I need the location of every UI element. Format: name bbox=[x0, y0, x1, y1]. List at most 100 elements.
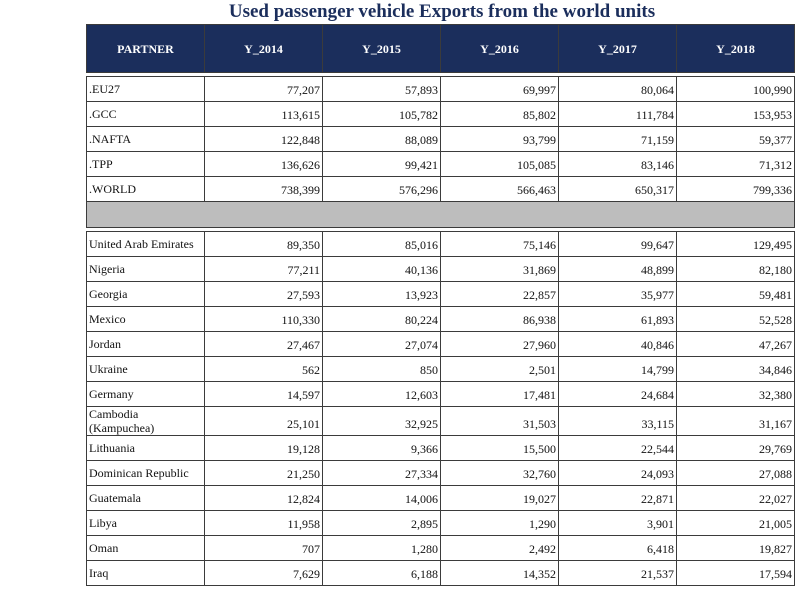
value-cell: 27,088 bbox=[676, 460, 795, 486]
value-cell: 111,784 bbox=[558, 101, 677, 127]
table-row: Oman 707 1,280 2,492 6,418 19,827 bbox=[86, 535, 795, 561]
value-cell: 14,799 bbox=[558, 356, 677, 382]
value-cell: 2,895 bbox=[322, 510, 441, 536]
value-cell: 99,421 bbox=[322, 151, 441, 177]
value-cell: 22,027 bbox=[676, 485, 795, 511]
value-cell: 14,352 bbox=[440, 560, 559, 586]
table-row: Dominican Republic 21,250 27,334 32,760 24,0… bbox=[86, 460, 795, 486]
value-cell: 24,684 bbox=[558, 381, 677, 407]
column-header-y2015: Y_2015 bbox=[322, 24, 441, 73]
value-cell: 32,760 bbox=[440, 460, 559, 486]
value-cell: 105,782 bbox=[322, 101, 441, 127]
partner-cell: Ukraine bbox=[86, 356, 205, 382]
separator-cell bbox=[86, 201, 795, 228]
partner-cell: United Arab Emirates bbox=[86, 231, 205, 257]
value-cell: 93,799 bbox=[440, 126, 559, 152]
value-cell: 27,960 bbox=[440, 331, 559, 357]
partner-cell: Georgia bbox=[86, 281, 205, 307]
value-cell: 33,115 bbox=[558, 406, 677, 436]
value-cell: 129,495 bbox=[676, 231, 795, 257]
value-cell: 1,280 bbox=[322, 535, 441, 561]
value-cell: 31,503 bbox=[440, 406, 559, 436]
value-cell: 31,869 bbox=[440, 256, 559, 282]
value-cell: 32,925 bbox=[322, 406, 441, 436]
value-cell: 2,492 bbox=[440, 535, 559, 561]
value-cell: 82,180 bbox=[676, 256, 795, 282]
value-cell: 71,312 bbox=[676, 151, 795, 177]
table-row: .EU27 77,207 57,893 69,997 80,064 100,990 bbox=[86, 76, 795, 102]
value-cell: 40,846 bbox=[558, 331, 677, 357]
value-cell: 77,211 bbox=[204, 256, 323, 282]
separator-row bbox=[86, 201, 795, 228]
value-cell: 27,467 bbox=[204, 331, 323, 357]
partner-cell: .WORLD bbox=[86, 176, 205, 202]
value-cell: 105,085 bbox=[440, 151, 559, 177]
value-cell: 34,846 bbox=[676, 356, 795, 382]
value-cell: 122,848 bbox=[204, 126, 323, 152]
table-row: .WORLD 738,399 576,296 566,463 650,317 799,33… bbox=[86, 176, 795, 202]
partner-cell: Germany bbox=[86, 381, 205, 407]
value-cell: 576,296 bbox=[322, 176, 441, 202]
table-row: Nigeria 77,211 40,136 31,869 48,899 82,180 bbox=[86, 256, 795, 282]
partner-cell: Oman bbox=[86, 535, 205, 561]
value-cell: 21,250 bbox=[204, 460, 323, 486]
value-cell: 136,626 bbox=[204, 151, 323, 177]
value-cell: 6,418 bbox=[558, 535, 677, 561]
value-cell: 59,377 bbox=[676, 126, 795, 152]
value-cell: 83,146 bbox=[558, 151, 677, 177]
value-cell: 1,290 bbox=[440, 510, 559, 536]
value-cell: 80,224 bbox=[322, 306, 441, 332]
value-cell: 19,128 bbox=[204, 435, 323, 461]
value-cell: 40,136 bbox=[322, 256, 441, 282]
column-header-y2017: Y_2017 bbox=[558, 24, 677, 73]
value-cell: 738,399 bbox=[204, 176, 323, 202]
value-cell: 799,336 bbox=[676, 176, 795, 202]
value-cell: 17,481 bbox=[440, 381, 559, 407]
table-row: Germany 14,597 12,603 17,481 24,684 32,380 bbox=[86, 381, 795, 407]
table-row: Cambodia (Kampuchea) 25,101 32,925 31,503 33… bbox=[86, 406, 795, 436]
table-row: Libya 11,958 2,895 1,290 3,901 21,005 bbox=[86, 510, 795, 536]
value-cell: 27,334 bbox=[322, 460, 441, 486]
value-cell: 71,159 bbox=[558, 126, 677, 152]
exports-table: PARTNER Y_2014 Y_2015 Y_2016 Y_2017 Y_20… bbox=[86, 24, 795, 586]
table-row: .GCC 113,615 105,782 85,802 111,784 153,953 bbox=[86, 101, 795, 127]
table-row: Guatemala 12,824 14,006 19,027 22,871 22,027 bbox=[86, 485, 795, 511]
value-cell: 25,101 bbox=[204, 406, 323, 436]
value-cell: 562 bbox=[204, 356, 323, 382]
value-cell: 15,500 bbox=[440, 435, 559, 461]
value-cell: 69,997 bbox=[440, 76, 559, 102]
table-header: PARTNER Y_2014 Y_2015 Y_2016 Y_2017 Y_20… bbox=[86, 24, 795, 73]
value-cell: 100,990 bbox=[676, 76, 795, 102]
value-cell: 89,350 bbox=[204, 231, 323, 257]
value-cell: 22,544 bbox=[558, 435, 677, 461]
value-cell: 57,893 bbox=[322, 76, 441, 102]
table-row: Lithuania 19,128 9,366 15,500 22,544 29,769 bbox=[86, 435, 795, 461]
table-row: Georgia 27,593 13,923 22,857 35,977 59,481 bbox=[86, 281, 795, 307]
partner-cell: Jordan bbox=[86, 331, 205, 357]
partner-cell: Iraq bbox=[86, 560, 205, 586]
value-cell: 85,802 bbox=[440, 101, 559, 127]
value-cell: 19,027 bbox=[440, 485, 559, 511]
partner-cell: Mexico bbox=[86, 306, 205, 332]
table-row: United Arab Emirates 89,350 85,016 75,146 99… bbox=[86, 231, 795, 257]
table-row: Iraq 7,629 6,188 14,352 21,537 17,594 bbox=[86, 560, 795, 586]
value-cell: 9,366 bbox=[322, 435, 441, 461]
value-cell: 3,901 bbox=[558, 510, 677, 536]
value-cell: 14,006 bbox=[322, 485, 441, 511]
header-row: PARTNER Y_2014 Y_2015 Y_2016 Y_2017 Y_20… bbox=[86, 24, 795, 73]
value-cell: 48,899 bbox=[558, 256, 677, 282]
value-cell: 850 bbox=[322, 356, 441, 382]
value-cell: 17,594 bbox=[676, 560, 795, 586]
table-body: .EU27 77,207 57,893 69,997 80,064 100,990 .GCC… bbox=[86, 73, 795, 586]
value-cell: 22,857 bbox=[440, 281, 559, 307]
value-cell: 24,093 bbox=[558, 460, 677, 486]
partner-cell: Lithuania bbox=[86, 435, 205, 461]
table-row: Jordan 27,467 27,074 27,960 40,846 47,267 bbox=[86, 331, 795, 357]
value-cell: 12,824 bbox=[204, 485, 323, 511]
partner-cell: Guatemala bbox=[86, 485, 205, 511]
value-cell: 52,528 bbox=[676, 306, 795, 332]
value-cell: 59,481 bbox=[676, 281, 795, 307]
table-row: Mexico 110,330 80,224 86,938 61,893 52,528 bbox=[86, 306, 795, 332]
value-cell: 21,005 bbox=[676, 510, 795, 536]
value-cell: 566,463 bbox=[440, 176, 559, 202]
